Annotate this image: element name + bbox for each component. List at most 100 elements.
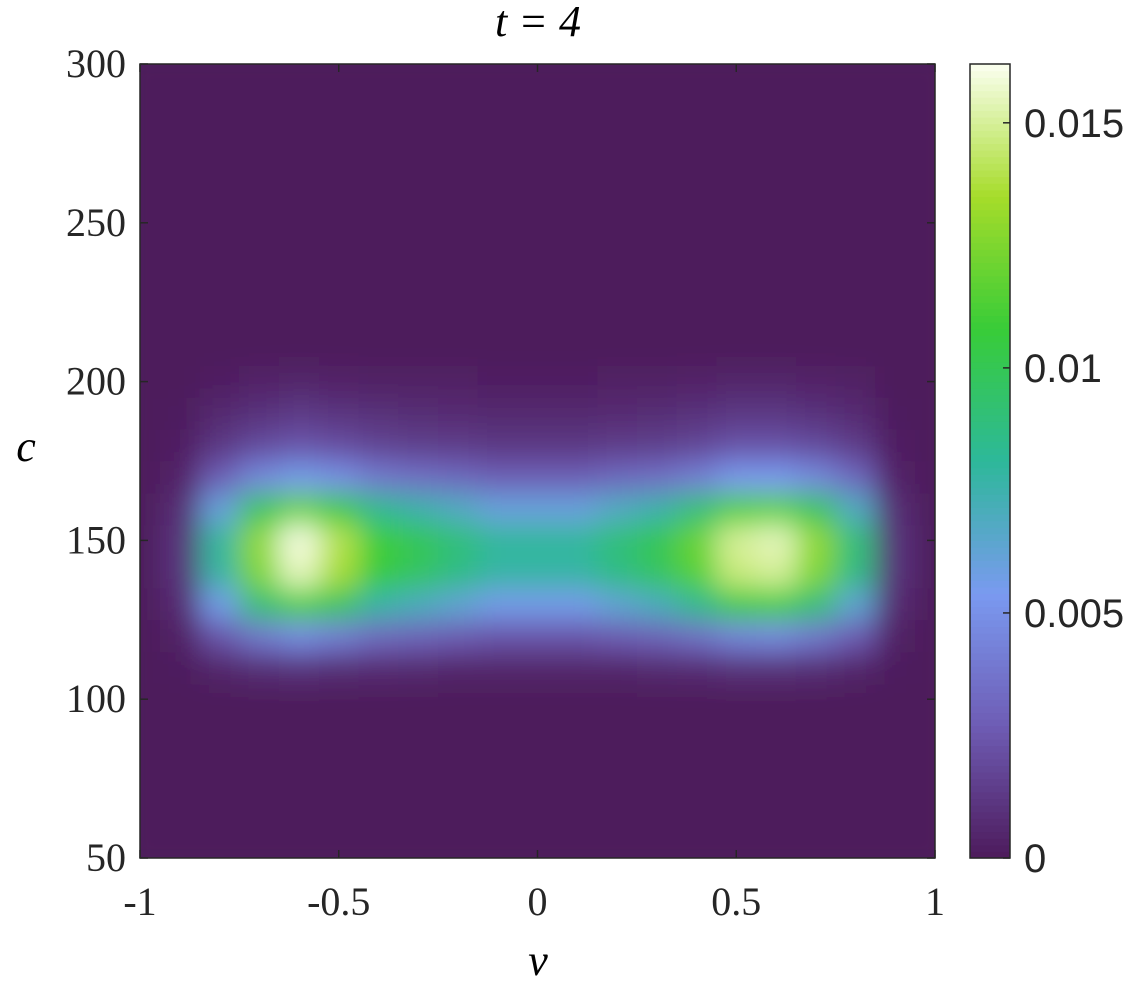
cell (597, 810, 638, 843)
cell (239, 79, 280, 113)
cell (279, 651, 320, 684)
cells (140, 64, 935, 858)
cell (517, 492, 558, 526)
cell (318, 270, 360, 303)
cell (358, 365, 399, 398)
cell (517, 683, 558, 716)
y-tick-label: 300 (66, 41, 126, 86)
cell (199, 651, 240, 684)
cell (636, 175, 678, 208)
colorbar-step (970, 494, 1010, 502)
cell (159, 365, 201, 398)
cell (636, 778, 678, 811)
cell (159, 429, 201, 462)
colorbar-step (970, 341, 1010, 350)
cell (358, 842, 399, 858)
cell (477, 651, 519, 684)
cell (756, 524, 797, 557)
cell (517, 79, 558, 113)
colorbar-step (970, 811, 1010, 819)
cell (140, 810, 161, 843)
cell (915, 333, 935, 367)
cell (875, 715, 916, 748)
colorbar-step (970, 838, 1010, 846)
cell (716, 206, 757, 240)
cell (756, 397, 797, 430)
cell (438, 492, 479, 526)
cell (716, 715, 757, 748)
cell (597, 651, 638, 684)
cell (875, 175, 916, 208)
cell (517, 206, 558, 240)
cell (279, 64, 320, 81)
colorbar-step (970, 361, 1010, 369)
cell (597, 746, 638, 780)
cell (159, 683, 201, 716)
cell (636, 365, 678, 398)
cell (557, 492, 598, 526)
cell (398, 397, 439, 430)
cell (358, 619, 399, 653)
cell (835, 651, 876, 684)
cell (557, 238, 598, 271)
cell (279, 556, 320, 589)
cell (915, 79, 935, 113)
cell (795, 365, 837, 398)
cell (239, 461, 280, 494)
colorbar-step (970, 90, 1010, 98)
y-tick-label: 200 (66, 359, 126, 404)
cell (438, 746, 479, 780)
cell (438, 619, 479, 653)
cell (140, 333, 161, 367)
cell (835, 206, 876, 240)
cell (756, 238, 797, 271)
cell (318, 651, 360, 684)
cell (636, 842, 678, 858)
cell (239, 556, 280, 589)
cell (875, 461, 916, 494)
cell (398, 79, 439, 113)
colorbar-step (970, 533, 1010, 541)
cell (875, 302, 916, 335)
colorbar-step (970, 527, 1010, 535)
colorbar-step (970, 401, 1010, 409)
colorbar-step (970, 308, 1010, 317)
cell (676, 461, 717, 494)
cell (557, 778, 598, 811)
cell (199, 461, 240, 494)
cell (875, 429, 916, 462)
cell (398, 429, 439, 462)
cell (398, 842, 439, 858)
cell (318, 778, 360, 811)
cell (140, 270, 161, 303)
cell (140, 238, 161, 271)
cell (239, 270, 280, 303)
cell (140, 746, 161, 780)
cell (835, 524, 876, 557)
cell (716, 64, 757, 81)
colorbar-step (970, 679, 1010, 687)
cell (239, 333, 280, 367)
cell (477, 461, 519, 494)
cell (795, 556, 837, 589)
cell (835, 842, 876, 858)
cell (140, 461, 161, 494)
x-tick-label: 0.5 (711, 879, 761, 924)
cell (636, 524, 678, 557)
cell (239, 143, 280, 176)
cell (140, 651, 161, 684)
cell (318, 143, 360, 176)
colorbar-step (970, 547, 1010, 555)
colorbar-step (970, 116, 1010, 125)
colorbar-step (970, 606, 1010, 614)
cell (159, 238, 201, 271)
cell (756, 64, 797, 81)
cell (438, 651, 479, 684)
cell (557, 746, 598, 780)
cell (398, 206, 439, 240)
colorbar-step (970, 487, 1010, 495)
cell (875, 270, 916, 303)
colorbar-step (970, 269, 1010, 277)
cell (477, 238, 519, 271)
